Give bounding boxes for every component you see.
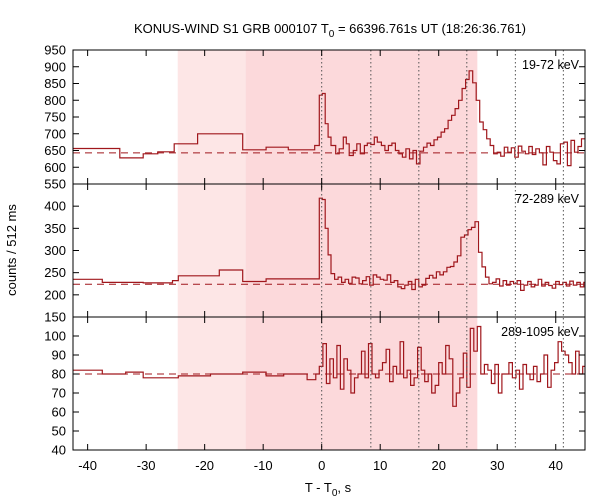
- x-tick-label: 0: [318, 458, 325, 473]
- title-subscript: 0: [329, 29, 335, 40]
- y-tick-label: 300: [44, 243, 66, 258]
- y-tick-label: 90: [52, 348, 66, 363]
- y-tick-label: 750: [44, 110, 66, 125]
- panel-0: 19-72 keV: [73, 58, 585, 167]
- y-tick-label: 400: [44, 199, 66, 214]
- energy-band-label: 19-72 keV: [522, 58, 580, 72]
- y-tick-label: 950: [44, 43, 66, 58]
- y-tick-label: 550: [44, 177, 66, 192]
- x-tick-label: -30: [137, 458, 156, 473]
- y-tick-label: 900: [44, 59, 66, 74]
- x-tick-label: -40: [78, 458, 97, 473]
- y-tick-label: 800: [44, 93, 66, 108]
- energy-band-label: 72-289 keV: [515, 192, 580, 206]
- x-tick-label: 20: [431, 458, 445, 473]
- light-curve-series: [73, 197, 585, 291]
- x-tick-label: 30: [490, 458, 504, 473]
- y-tick-label: 700: [44, 126, 66, 141]
- y-tick-label: 200: [44, 287, 66, 302]
- y-tick-label: 100: [44, 329, 66, 344]
- axis-ticks: 5506006507007508008509009501502002503003…: [44, 43, 585, 473]
- x-tick-label: 10: [373, 458, 387, 473]
- y-axis-title: counts / 512 ms: [4, 204, 19, 296]
- x-tick-label: -10: [254, 458, 273, 473]
- y-tick-label: 70: [52, 386, 66, 401]
- y-tick-label: 150: [44, 310, 66, 325]
- x-axis-title: T - T0, s: [305, 480, 352, 499]
- y-tick-label: 80: [52, 367, 66, 382]
- x-tick-label: -20: [195, 458, 214, 473]
- y-tick-label: 600: [44, 160, 66, 175]
- y-tick-label: 60: [52, 405, 66, 420]
- y-tick-label: 40: [52, 443, 66, 458]
- y-tick-label: 350: [44, 221, 66, 236]
- chart-title: KONUS-WIND S1 GRB 000107 T0 = 66396.761s…: [134, 21, 526, 40]
- shaded-region-0: [177, 50, 246, 450]
- title-prefix: KONUS-WIND S1 GRB 000107 T: [134, 21, 329, 36]
- xlabel-suffix: , s: [337, 480, 351, 495]
- y-tick-label: 50: [52, 424, 66, 439]
- y-tick-label: 650: [44, 143, 66, 158]
- x-tick-label: 40: [549, 458, 563, 473]
- y-tick-label: 850: [44, 76, 66, 91]
- xlabel-prefix: T - T: [305, 480, 332, 495]
- energy-band-label: 289-1095 keV: [501, 325, 580, 339]
- panel-2: 289-1095 keV: [73, 325, 585, 407]
- title-suffix: = 66396.761s UT (18:26:36.761): [334, 21, 526, 36]
- time-markers: [321, 50, 564, 450]
- light-curve-series: [73, 70, 585, 167]
- shaded-region-1: [245, 50, 478, 450]
- xlabel-subscript: 0: [332, 488, 338, 499]
- y-tick-label: 250: [44, 265, 66, 280]
- light-curve-series: [73, 325, 585, 407]
